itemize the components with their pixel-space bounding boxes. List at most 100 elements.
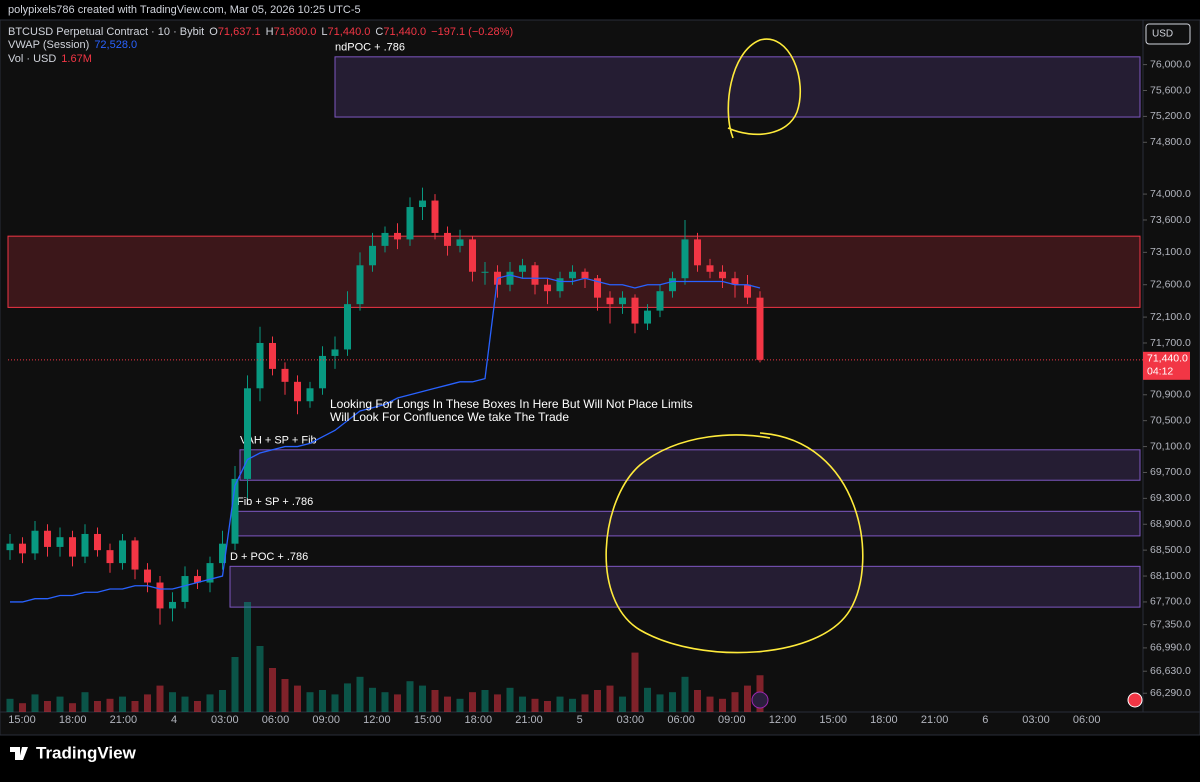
y-tick-label: 73,100.0 — [1150, 246, 1191, 258]
candle-body — [556, 278, 564, 292]
x-tick-label: 12:00 — [363, 714, 391, 726]
volume-bar — [406, 681, 414, 712]
volume-bar — [331, 694, 339, 712]
volume-bar — [656, 694, 664, 712]
last-price-label: 71,440.0 — [1147, 353, 1188, 365]
y-tick-label: 68,100.0 — [1150, 570, 1191, 582]
candle-body — [369, 245, 376, 266]
legend: BTCUSD Perpetual Contract · 10 · Bybit O7… — [8, 26, 513, 65]
candle-body — [19, 543, 26, 554]
candle-body — [719, 271, 726, 279]
candle-body — [69, 537, 76, 557]
vwap-name: VWAP (Session) — [8, 39, 89, 51]
candle-body — [381, 232, 389, 246]
volume-bar — [556, 696, 564, 712]
candle-body — [244, 388, 251, 479]
candle-body — [731, 278, 739, 285]
countdown: 04:12 — [1147, 366, 1173, 378]
candle-body — [81, 533, 89, 557]
volume-bar — [444, 696, 451, 712]
volume-bar — [281, 679, 289, 712]
candle-body — [456, 239, 464, 246]
volume-bar — [319, 690, 326, 712]
x-tick-label: 5 — [577, 714, 583, 726]
candle-body — [531, 265, 539, 285]
event-icon[interactable] — [751, 691, 769, 709]
candle-body — [406, 207, 414, 240]
candle-body — [619, 297, 626, 305]
candle-body — [431, 200, 439, 233]
vwap-line — [10, 274, 761, 603]
volume-bar — [206, 694, 214, 712]
annotation: Looking For Longs In These Boxes In Here… — [330, 397, 693, 411]
x-tick-label: 06:00 — [667, 714, 695, 726]
x-tick-label: 09:00 — [312, 714, 340, 726]
candle-body — [131, 540, 139, 570]
x-tick-label: 21:00 — [921, 714, 949, 726]
volume-bar — [581, 694, 589, 712]
volume-bar — [706, 696, 714, 712]
volume-bar — [169, 692, 176, 712]
volume-bar — [231, 657, 239, 712]
legend-vwap: VWAP (Session) 72,528.0 — [8, 39, 137, 51]
candle-body — [606, 297, 614, 305]
volume-bar — [6, 698, 14, 712]
volume-bar — [381, 692, 389, 712]
footer-logo: TradingView — [10, 743, 137, 762]
candle-body — [194, 576, 201, 583]
y-tick-label: 75,200.0 — [1150, 110, 1191, 122]
candle-body — [594, 278, 601, 298]
brand: TradingView — [36, 743, 137, 762]
last-price-tag — [1143, 351, 1190, 380]
header-text: polypixels786 created with TradingView.c… — [8, 4, 361, 16]
volume-bar — [94, 701, 101, 712]
volume-bar — [244, 602, 251, 712]
volume-bar — [494, 694, 501, 712]
vol-value: 1.67M — [61, 53, 92, 65]
zone-label: ndPOC + .786 — [335, 42, 405, 54]
candle-body — [281, 368, 289, 382]
ohlc-value: 71,440.0 — [383, 26, 426, 38]
candle-body — [94, 533, 101, 551]
y-tick-label: 71,700.0 — [1150, 337, 1191, 349]
volume-bar — [56, 696, 64, 712]
candle-body — [569, 271, 576, 279]
volume-bar — [731, 692, 739, 712]
y-tick-label: 68,900.0 — [1150, 518, 1191, 530]
zone-label: D + POC + .786 — [230, 551, 308, 563]
volume-bar — [356, 676, 364, 712]
zone-box — [236, 510, 1141, 537]
currency-button[interactable] — [1145, 23, 1191, 45]
candle-body — [319, 355, 326, 389]
legend-volume: Vol · USD 1.67M — [8, 53, 92, 65]
legend-symbol: BTCUSD Perpetual Contract · 10 · Bybit O7… — [8, 26, 513, 38]
y-tick-label: 66,290.0 — [1150, 687, 1191, 699]
annotation: Will Look For Confluence We take The Tra… — [330, 410, 569, 424]
candle-body — [181, 576, 189, 602]
volume-bar — [81, 692, 89, 712]
x-tick-label: 18:00 — [465, 714, 493, 726]
ohlc-key: C — [375, 26, 383, 38]
volume-bar — [256, 646, 264, 712]
flag-icon[interactable] — [1127, 692, 1143, 708]
candle-body — [344, 304, 351, 350]
zone-label: VAH + SP + Fib — [240, 435, 317, 447]
candle-body — [356, 265, 364, 305]
candle-body — [331, 349, 339, 356]
volume-bar — [119, 696, 126, 712]
candle-body — [56, 537, 64, 547]
candle-body — [694, 239, 701, 266]
y-tick-label: 70,100.0 — [1150, 440, 1191, 452]
candle-body — [581, 271, 589, 279]
ohlc-value: 71,637.1 — [218, 26, 261, 38]
volume-bar — [694, 690, 701, 712]
x-tick-label: 15:00 — [819, 714, 847, 726]
candle-body — [544, 284, 551, 292]
candle-body — [106, 550, 114, 564]
volume-bar — [181, 696, 189, 712]
x-tick-label: 06:00 — [262, 714, 290, 726]
volume-bar — [306, 692, 314, 712]
candle-body — [31, 530, 39, 554]
volume-bar — [144, 694, 151, 712]
